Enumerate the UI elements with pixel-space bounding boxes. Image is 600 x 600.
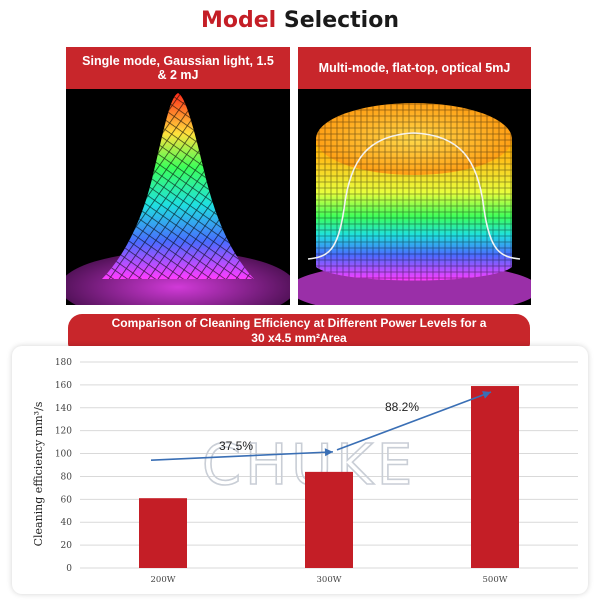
y-tick-label: 80 [61, 472, 73, 482]
annotation-label: 88.2% [385, 400, 419, 414]
annotations: 37.5% 88.2% [219, 400, 419, 453]
title-rest: Selection [283, 8, 399, 33]
flattop-beam-image [298, 89, 531, 305]
chart-title-line2: 30 x4.5 mm²Area [251, 331, 347, 345]
bar-500W [471, 386, 519, 568]
x-tick-label: 200W [151, 575, 176, 585]
flattop-panel-heading: Multi-mode, flat-top, optical 5mJ [298, 47, 531, 89]
trend-arrow-line [336, 391, 492, 451]
trend-arrow-head [324, 448, 333, 457]
y-tick-label: 100 [55, 450, 72, 460]
x-tick-label: 300W [317, 575, 342, 585]
chart-card: 0 20 40 60 80 100 120 140 160 180 CHUKE 200W 300W 5… [12, 346, 588, 594]
chart-title-banner: Comparison of Cleaning Efficiency at Dif… [68, 314, 530, 348]
title-accent: Model [201, 8, 277, 33]
trend-arrows [150, 391, 492, 461]
y-tick-labels: 0 20 40 60 80 100 120 140 160 180 [55, 358, 72, 574]
x-tick-labels: 200W 300W 500W [151, 575, 508, 585]
gaussian-beam-image [66, 89, 290, 305]
y-tick-label: 40 [61, 518, 73, 528]
y-tick-label: 0 [66, 564, 72, 574]
x-tick-label: 500W [483, 575, 508, 585]
bar-200W [139, 498, 187, 568]
flattop-panel: Multi-mode, flat-top, optical 5mJ [298, 47, 531, 305]
page-title: Model Selection [0, 8, 600, 33]
y-tick-label: 20 [61, 541, 73, 551]
y-tick-label: 160 [55, 381, 72, 391]
y-axis-label: Cleaning efficiency mm³/s [32, 401, 45, 546]
bar-300W [305, 471, 353, 568]
y-tick-label: 60 [61, 495, 73, 505]
gaussian-panel-heading: Single mode, Gaussian light, 1.5 & 2 mJ [66, 47, 290, 89]
y-tick-label: 180 [55, 358, 72, 368]
y-tick-label: 120 [55, 427, 72, 437]
trend-arrow-line [150, 451, 334, 461]
trend-arrow-head [482, 391, 491, 399]
gaussian-panel: Single mode, Gaussian light, 1.5 & 2 mJ [66, 47, 290, 305]
bars [139, 386, 519, 568]
annotation-label: 37.5% [219, 439, 253, 453]
chart-title-line1: Comparison of Cleaning Efficiency at Dif… [111, 316, 487, 330]
y-tick-label: 140 [55, 404, 72, 414]
